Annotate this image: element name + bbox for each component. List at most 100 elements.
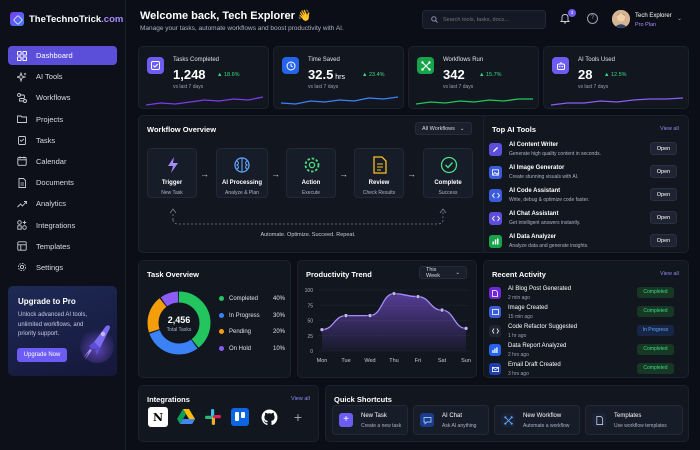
- view-all-link[interactable]: View all: [660, 126, 679, 132]
- sidebar-item-projects[interactable]: Projects: [8, 110, 117, 129]
- sidebar-item-dashboard[interactable]: Dashboard: [8, 46, 117, 65]
- brand-logo[interactable]: TheTechnoTrick.com: [10, 12, 123, 26]
- stat-label: Workflows Run: [443, 57, 484, 63]
- data-point-mon[interactable]: [319, 327, 325, 332]
- status-badge: Completed: [637, 363, 674, 374]
- productivity-area-chart: 100 75 50 25 0 Mon Tue Wed Thu Fri Sat Sun: [305, 288, 471, 364]
- trello-icon[interactable]: [231, 408, 249, 426]
- page-title: Welcome back, Tech Explorer 👋: [140, 10, 312, 22]
- sparkline: [280, 96, 399, 105]
- activity-row[interactable]: Image Created 15 min ago Completed: [489, 304, 677, 323]
- integrations-icon: [17, 220, 27, 230]
- stat-period: vs last 7 days: [443, 84, 474, 90]
- section-title: Quick Shortcuts: [334, 395, 392, 404]
- legend-pct: 30%: [273, 313, 286, 319]
- upgrade-now-button[interactable]: Upgrade Now: [17, 348, 67, 362]
- sidebar-item-documents[interactable]: Documents: [8, 173, 117, 192]
- plus-icon[interactable]: +: [293, 409, 303, 425]
- workflow-loop-line: [169, 208, 447, 225]
- sidebar-item-label: Settings: [36, 262, 64, 272]
- quick-shortcuts-card: Quick Shortcuts + New Task Create a new …: [325, 385, 689, 442]
- sidebar-item-templates[interactable]: Templates: [8, 237, 117, 256]
- user-name: Tech Explorer: [635, 13, 672, 19]
- sidebar-item-ai-tools[interactable]: AI Tools: [8, 67, 117, 86]
- code-icon: [489, 325, 501, 337]
- open-button[interactable]: Open: [650, 234, 677, 247]
- checkbox-icon: [147, 57, 164, 74]
- help-icon[interactable]: ?: [587, 13, 598, 24]
- chevron-down-icon[interactable]: ⌄: [677, 16, 683, 22]
- plus-icon: +: [339, 413, 353, 427]
- tool-row[interactable]: AI Code Assistant Write, debug & optimiz…: [489, 187, 677, 207]
- sidebar-item-tasks[interactable]: Tasks: [8, 131, 117, 150]
- sidebar-item-integrations[interactable]: Integrations: [8, 216, 117, 235]
- workflow-node-review[interactable]: Review Check Results: [354, 148, 404, 198]
- shortcut-new-task[interactable]: + New Task Create a new task: [332, 405, 408, 435]
- activity-row[interactable]: AI Blog Post Generated 2 min ago Complet…: [489, 285, 677, 304]
- data-point-sat[interactable]: [439, 307, 445, 313]
- avatar[interactable]: [612, 10, 630, 28]
- trend-period-dropdown[interactable]: This Week ⌄: [419, 266, 467, 279]
- shortcut-ai-chat[interactable]: AI Chat Ask AI anything: [413, 405, 489, 435]
- y-tick-label: 50: [307, 319, 313, 325]
- shortcut-new-workflow[interactable]: New Workflow Automate a workflow: [494, 405, 580, 435]
- y-tick-label: 25: [307, 334, 313, 340]
- donut-slice-completed: [147, 291, 211, 355]
- stat-change: ▲ 23.4%: [362, 72, 385, 78]
- view-all-link[interactable]: View all: [291, 396, 310, 402]
- view-all-link[interactable]: View all: [660, 271, 679, 277]
- sidebar-item-settings[interactable]: Settings: [8, 258, 117, 277]
- workflow-node-action[interactable]: Action Execute: [286, 148, 336, 198]
- sidebar-item-label: Calendar: [36, 156, 67, 166]
- clock-icon: [282, 57, 299, 74]
- slack-icon[interactable]: [203, 407, 223, 427]
- open-button[interactable]: Open: [650, 211, 677, 224]
- arrow-right-icon: →: [407, 169, 416, 179]
- data-point-fri[interactable]: [415, 294, 421, 300]
- sparkline-line: [145, 96, 264, 106]
- notification-badge: 3: [568, 9, 576, 17]
- sparkles-icon: [17, 71, 27, 82]
- tool-row[interactable]: AI Chat Assistant Get intelligent answer…: [489, 210, 677, 230]
- folder-icon: [17, 115, 27, 124]
- stat-card-tasks[interactable]: Tasks Completed 1,248 ▲ 18.6% vs last 7 …: [138, 46, 269, 109]
- workflow-filter-dropdown[interactable]: All Workflows ⌄: [415, 122, 472, 135]
- sidebar-item-calendar[interactable]: Calendar: [8, 152, 117, 171]
- google-drive-icon[interactable]: [176, 407, 196, 427]
- status-badge: In Progress: [637, 325, 674, 336]
- github-icon[interactable]: [259, 407, 279, 427]
- sidebar-item-analytics[interactable]: Analytics: [8, 194, 117, 213]
- sparkline: [145, 96, 264, 106]
- data-point-sun[interactable]: [463, 326, 469, 331]
- data-point-wed[interactable]: [367, 313, 373, 318]
- search-bar[interactable]: [422, 10, 546, 29]
- stat-card-workflows[interactable]: Workflows Run 342 ▲ 15.7% vs last 7 days: [408, 46, 539, 109]
- sidebar: TheTechnoTrick.com Dashboard AI Tools Wo…: [0, 0, 126, 450]
- shortcut-templates[interactable]: Templates Use workflow templates: [585, 405, 683, 435]
- data-point-tue[interactable]: [343, 313, 349, 318]
- activity-row[interactable]: Email Draft Created 3 hrs ago Completed: [489, 361, 677, 380]
- stat-card-time[interactable]: Time Saved 32.5 hrs ▲ 23.4% vs last 7 da…: [273, 46, 404, 109]
- user-role: Pro Plan: [635, 22, 657, 28]
- task-overview-card: Task Overview 2,456 Total Tasks Complete…: [138, 260, 291, 378]
- activity-row[interactable]: Data Report Analyzed 2 hrs ago Completed: [489, 342, 677, 361]
- tool-row[interactable]: AI Data Analyzer Analyze data and genera…: [489, 233, 677, 253]
- search-input[interactable]: [443, 16, 543, 23]
- stat-card-ai-tools[interactable]: AI Tools Used 28 ▲ 12.5% vs last 7 days: [543, 46, 689, 109]
- open-button[interactable]: Open: [650, 188, 677, 201]
- image-icon: [489, 306, 501, 318]
- sidebar-item-workflows[interactable]: Workflows: [8, 88, 117, 107]
- bell-icon[interactable]: [560, 13, 570, 24]
- section-title: Workflow Overview: [147, 125, 217, 134]
- open-button[interactable]: Open: [650, 142, 677, 155]
- tool-row[interactable]: AI Image Generator Create stunning visua…: [489, 164, 677, 184]
- activity-row[interactable]: Code Refactor Suggested 1 hr ago In Prog…: [489, 323, 677, 342]
- notion-icon[interactable]: N: [148, 407, 168, 427]
- open-button[interactable]: Open: [650, 165, 677, 178]
- workflow-node-ai-processing[interactable]: AI Processing Analyze & Plan: [216, 148, 268, 198]
- workflow-node-trigger[interactable]: Trigger New Task: [147, 148, 197, 198]
- tool-row[interactable]: AI Content Writer Generate high quality …: [489, 141, 677, 161]
- data-point-thu[interactable]: [391, 291, 397, 296]
- workflow-node-complete[interactable]: Complete Success: [423, 148, 473, 198]
- stat-value: 1,248: [173, 67, 206, 82]
